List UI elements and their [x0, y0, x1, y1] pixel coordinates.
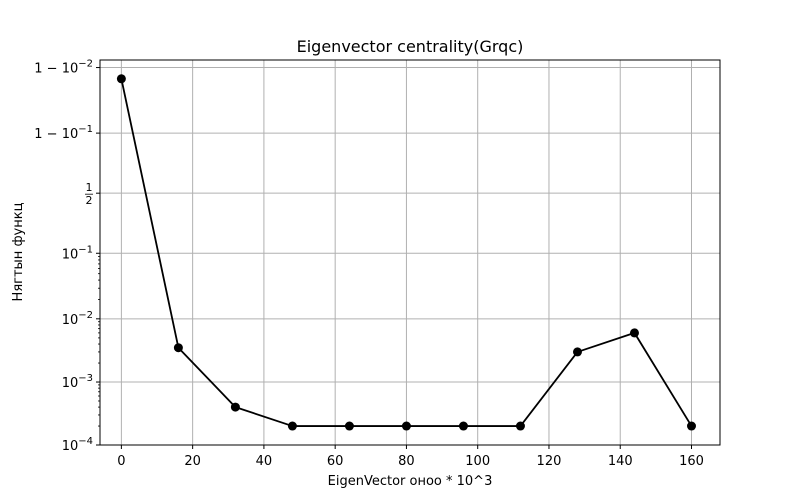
data-point-marker — [629, 328, 639, 338]
y-tick-label: 10−4 — [62, 436, 93, 454]
chart-title: Eigenvector centrality(Grqc) — [297, 37, 524, 56]
series-layer — [116, 74, 696, 431]
x-tick-label: 120 — [537, 454, 562, 469]
y-axis-title: Нягтын функц — [11, 202, 26, 301]
x-tick-label: 80 — [398, 454, 415, 469]
data-point-marker — [344, 421, 354, 431]
x-tick-label: 60 — [327, 454, 344, 469]
y-tick-label-denominator: 2 — [86, 194, 93, 207]
x-tick-label: 140 — [608, 454, 633, 469]
data-point-marker — [173, 343, 183, 353]
y-tick-label-numerator: 1 — [86, 181, 93, 194]
x-axis-title: EigenVector оноо * 10^3 — [328, 474, 493, 489]
plot-frame — [99, 59, 721, 446]
x-tick-label: 40 — [256, 454, 273, 469]
data-point-marker — [458, 421, 468, 431]
data-point-marker — [515, 421, 525, 431]
ticks: 0 20 40 60 80 100 120 140 160 10−4 10−3 10−2 10−1 12 1… — [34, 59, 704, 469]
y-tick-label: 1 − 10−1 — [34, 124, 93, 142]
data-point-marker — [401, 421, 411, 431]
data-point-marker — [686, 421, 696, 431]
x-tick-label: 20 — [184, 454, 201, 469]
data-point-marker — [287, 421, 297, 431]
data-point-marker — [230, 402, 240, 412]
x-tick-label: 0 — [117, 454, 125, 469]
y-tick-label: 10−3 — [62, 373, 93, 391]
x-tick-label: 100 — [465, 454, 490, 469]
y-tick-label: 10−1 — [62, 244, 93, 262]
x-tick-label: 160 — [679, 454, 704, 469]
data-point-marker — [116, 74, 126, 84]
y-tick-label: 1 − 10−2 — [34, 59, 93, 77]
data-point-marker — [572, 347, 582, 357]
y-tick-label: 10−2 — [62, 310, 93, 328]
